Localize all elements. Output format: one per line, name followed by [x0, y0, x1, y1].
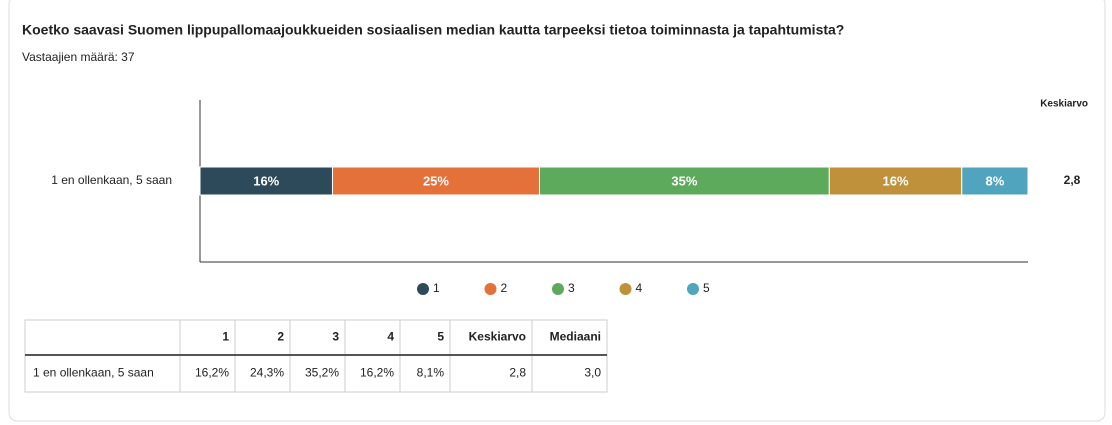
table-header: 5: [437, 330, 444, 344]
data-label: 25%: [423, 173, 449, 188]
bar-segment: [199, 166, 333, 196]
legend-marker: [552, 283, 564, 295]
table-header: 4: [387, 330, 394, 344]
card: [8, 0, 1106, 422]
table-header: Keskiarvo: [469, 330, 526, 344]
data-label: 16%: [253, 173, 279, 188]
legend-label: 3: [568, 281, 575, 295]
table-cell: 16,2%: [360, 366, 394, 380]
table-cell: 16,2%: [195, 366, 229, 380]
bar-segment: [538, 166, 830, 196]
bar-segment: [331, 166, 540, 196]
legend-label: 5: [703, 281, 710, 295]
data-label: 8%: [985, 173, 1004, 188]
bar-segment: [961, 166, 1029, 196]
subtitle: Vastaajien määrä: 37: [22, 50, 135, 64]
table-header: 2: [277, 330, 284, 344]
table-row-label: 1 en ollenkaan, 5 saan: [33, 366, 154, 380]
table-cell: 2,8: [509, 366, 526, 380]
table-cell: 8,1%: [417, 366, 445, 380]
table-cell: 24,3%: [250, 366, 284, 380]
legend-marker: [417, 283, 429, 295]
table-cell: 3,0: [584, 366, 601, 380]
mean-value: 2,8: [1064, 173, 1081, 187]
legend-marker: [484, 283, 497, 295]
legend-label: 4: [636, 281, 643, 295]
bar-segment: [828, 166, 963, 196]
table-cell: 35,2%: [305, 366, 339, 380]
legend-marker: [619, 283, 632, 295]
legend-label: 1: [433, 281, 440, 295]
legend-label: 2: [501, 281, 508, 295]
table-header: Mediaani: [550, 330, 601, 344]
data-label: 35%: [671, 173, 697, 188]
table-header: 1: [222, 330, 229, 344]
table-header: 3: [332, 330, 339, 344]
chart-title: Koetko saavasi Suomen lippupallomaajoukk…: [22, 22, 844, 38]
legend-marker: [687, 283, 699, 295]
category-label: 1 en ollenkaan, 5 saan: [51, 173, 172, 187]
data-label: 16%: [883, 173, 909, 188]
mean-header: Keskiarvo: [1040, 99, 1088, 110]
